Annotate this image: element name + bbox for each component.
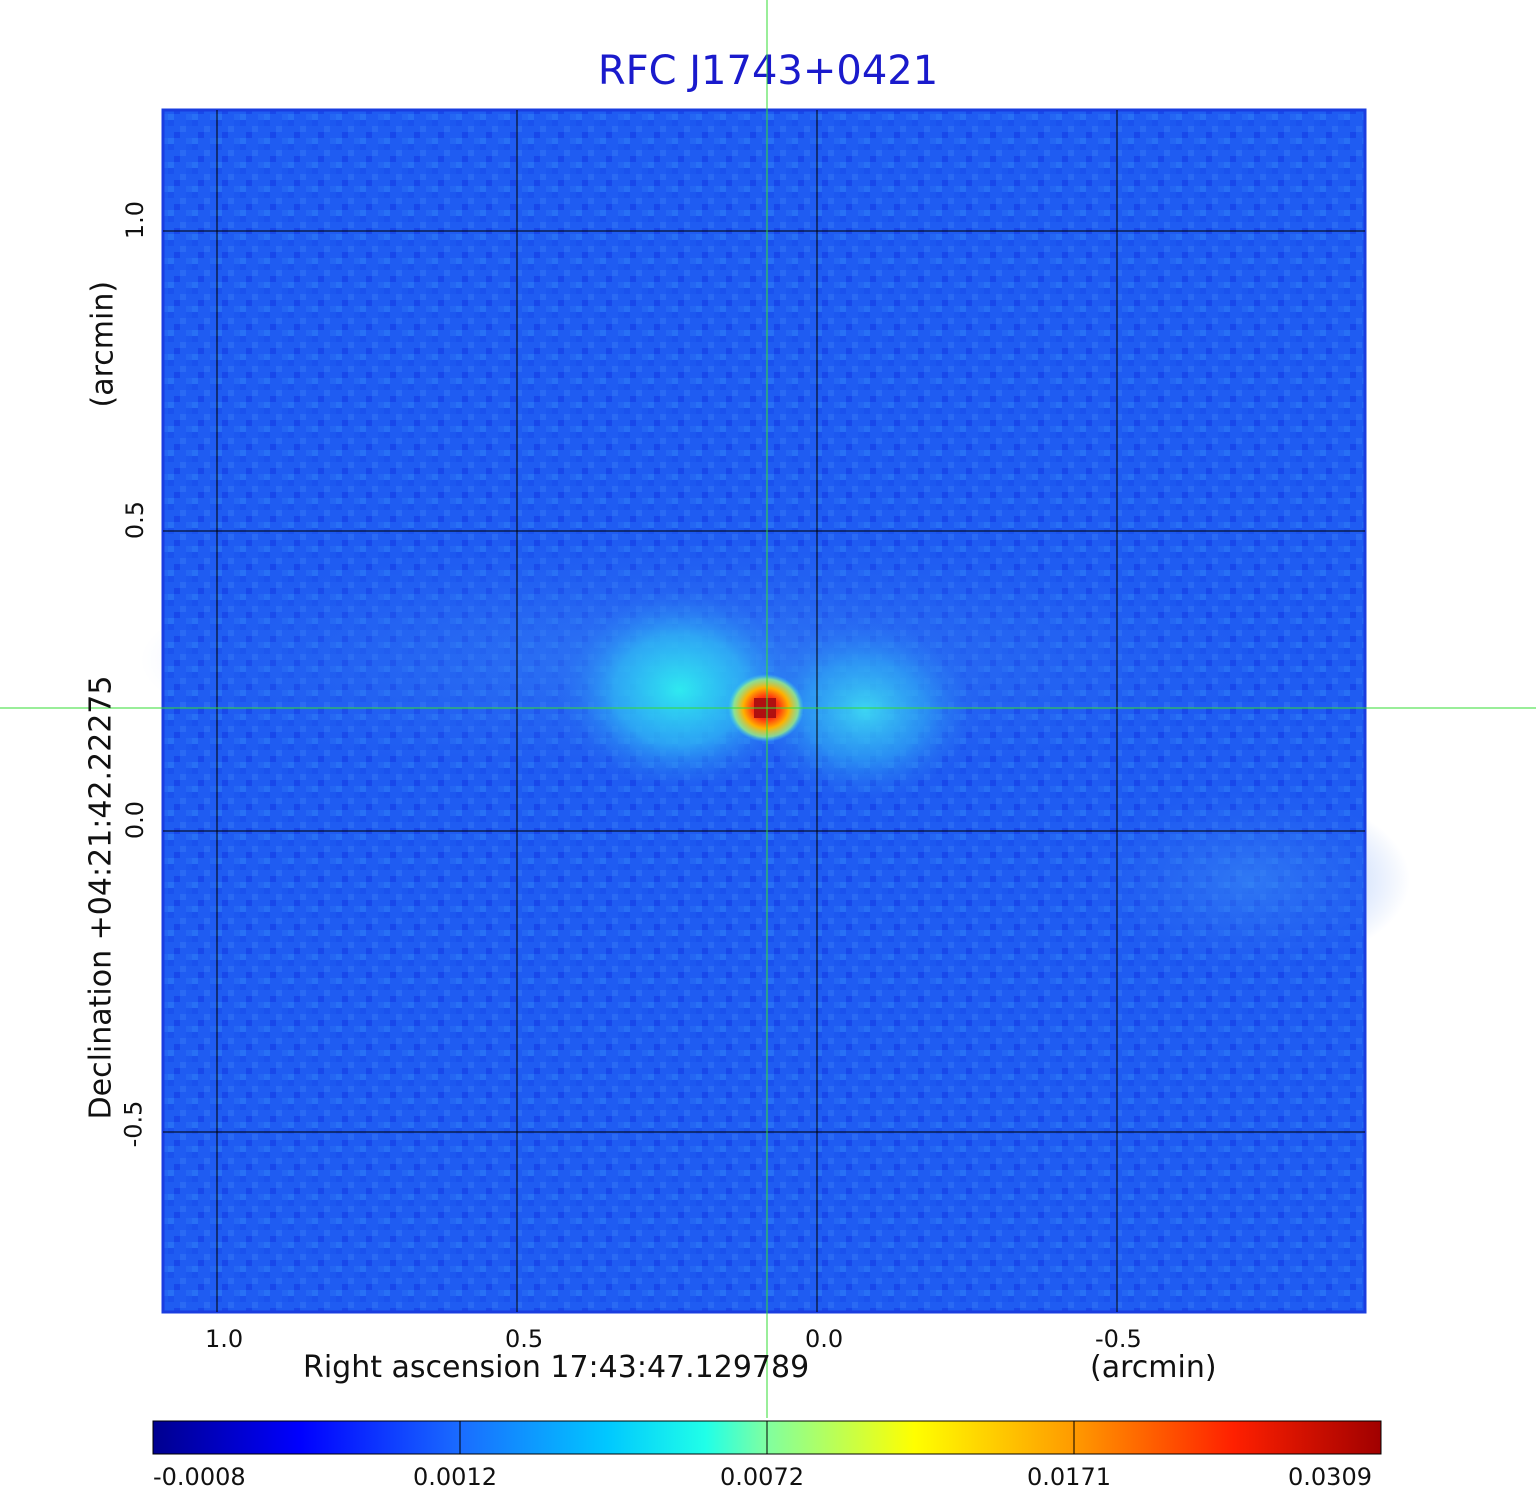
colorbar-tick-label: 0.0012 [413, 1463, 497, 1491]
x-axis-unit: (arcmin) [1090, 1350, 1217, 1385]
x-tick-label: 1.0 [205, 1325, 244, 1353]
y-axis-unit: (arcmin) [85, 280, 121, 408]
diffuse-emission-right [1090, 790, 1410, 970]
y-axis-label: Declination +04:21:42.22275 [83, 675, 119, 1120]
y-tick-label: 0.0 [121, 800, 150, 840]
lobe-west [560, 590, 800, 790]
x-tick-label: -0.5 [1095, 1325, 1142, 1353]
x-tick-label: 0.0 [805, 1325, 844, 1353]
y-tick-label: 0.5 [121, 500, 150, 540]
x-axis-label: Right ascension 17:43:47.129789 [303, 1350, 810, 1385]
coordinate-grid [163, 110, 1365, 1312]
y-tick-label: -0.5 [119, 1100, 148, 1148]
colorbar-tick-label: 0.0072 [720, 1463, 804, 1491]
colorbar-tick-label: 0.0309 [1288, 1463, 1372, 1491]
colorbar-tick-label: -0.0008 [153, 1463, 246, 1491]
y-tick-label: 1.0 [121, 200, 150, 240]
lobe-east [755, 620, 975, 800]
map-title: RFC J1743+0421 [597, 48, 939, 94]
colorbar-tick-label: 0.0171 [1027, 1463, 1111, 1491]
x-tick-label: 0.5 [505, 1325, 544, 1353]
colorbar-ticks [459, 1421, 1075, 1454]
